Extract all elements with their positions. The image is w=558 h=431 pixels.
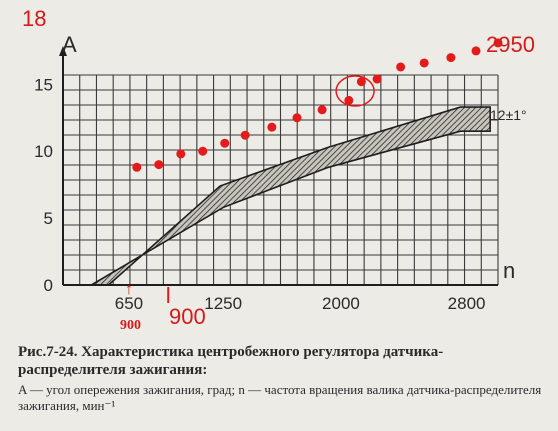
x-tick-label: 2800 [448,294,486,313]
x-tick-label: 650 [115,294,143,313]
y-axis-label: A [62,32,77,57]
marker-point [493,38,503,48]
tick-arrow: ↑ [125,281,133,298]
annotation-layer [335,75,375,107]
band-tolerance-label: 12±1° [490,107,527,123]
marker-point [198,146,208,156]
x-tick-label: 1250 [204,294,242,313]
note-900-handwritten: 900 [169,304,206,329]
note-18: 18 [22,6,47,31]
x-tick-label: 2000 [322,294,360,313]
y-tick-label: 5 [44,209,53,228]
note-2950: 2950 [486,32,535,57]
marker-point [317,105,327,115]
marker-point [344,95,354,105]
advance-band [88,106,491,286]
marker-point [132,162,142,172]
note-900-printed: 900 [120,318,141,333]
circled-markers [335,75,375,107]
y-tick-label: 10 [34,142,53,161]
marker-point [372,74,382,84]
chart: 0 5 10 15 650 1250 2000 2800 A n 12±1° [34,32,527,313]
marker-point [267,122,277,132]
marker-point [396,62,406,72]
figure-caption: Рис.7-24. Характеристика центробежного р… [18,344,444,378]
marker-point [220,138,230,148]
marker-point [471,46,481,56]
marker-point [419,58,429,68]
figure-legend: A — угол опережения зажигания, град; n —… [18,382,542,413]
y-axis-arrow [59,46,67,56]
chart-axes [59,46,498,286]
y-tick-label: 0 [44,276,53,295]
advance-band-area [88,106,491,286]
marker-point [154,160,164,170]
marker-point [176,149,186,159]
y-tick-label: 15 [34,75,53,94]
marker-point [292,113,302,123]
marker-point [356,77,366,87]
x-axis-label: n [503,258,515,283]
tick-labels: 0 5 10 15 650 1250 2000 2800 [34,75,485,313]
marker-point [446,53,456,63]
marker-series [132,38,503,172]
marker-point [240,130,250,140]
